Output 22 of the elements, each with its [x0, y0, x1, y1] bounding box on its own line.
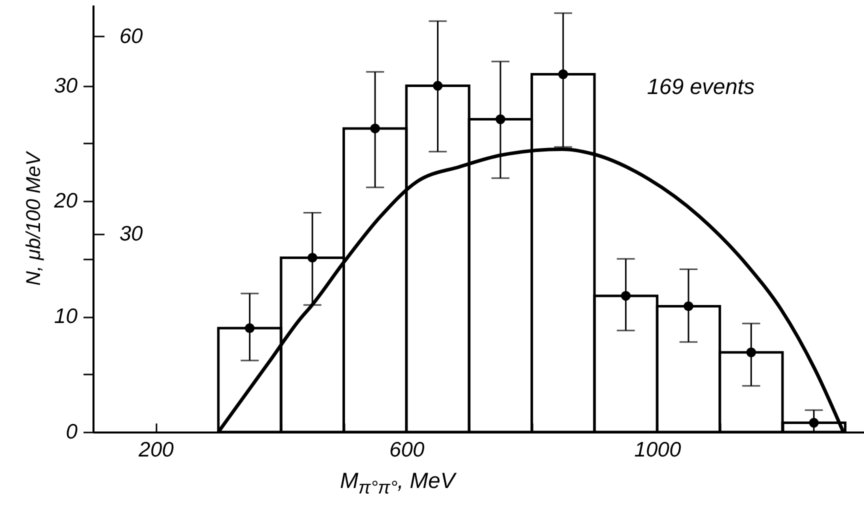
- point: [620, 290, 631, 301]
- y-axis-title: N, μb/100 MeV: [23, 150, 46, 286]
- y-tick-label: 20: [53, 190, 78, 213]
- point: [244, 323, 255, 333]
- y-tick-label: 0: [66, 420, 78, 444]
- x-axis-title: M$_{π°π°}$, MeV: [340, 468, 456, 498]
- y-tick-label: 30: [54, 74, 78, 98]
- y-tick-label: 10: [54, 305, 78, 328]
- point: [496, 114, 506, 124]
- point: [308, 252, 318, 263]
- y2-tick-label: 60: [120, 24, 144, 48]
- x-tick-label: 1000: [634, 438, 682, 462]
- point: [808, 418, 819, 428]
- y2-tick-label: 30: [120, 222, 144, 246]
- annotation: 169 events: [647, 74, 755, 99]
- x-tick-label: 600: [389, 438, 425, 462]
- point: [432, 80, 443, 91]
- point: [684, 301, 694, 312]
- point: [370, 124, 380, 134]
- point: [558, 69, 568, 80]
- x-tick-label: 200: [138, 438, 174, 462]
- point: [746, 348, 756, 358]
